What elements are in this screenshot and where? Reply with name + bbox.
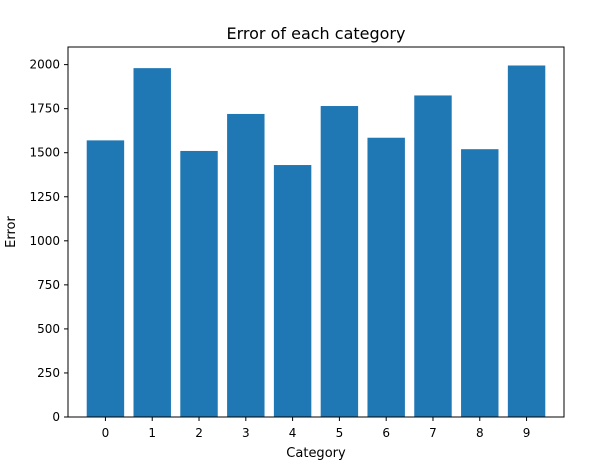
x-tick-label-0: 0: [102, 426, 110, 440]
y-ticks-group: 0 250 500 750 1000 1250 1500 1750 2000: [29, 58, 68, 424]
x-tick-label-8: 8: [476, 426, 484, 440]
bar-1: [133, 68, 171, 418]
bar-5: [320, 106, 359, 418]
x-tick-label-2: 2: [195, 426, 203, 440]
x-tick-label-6: 6: [382, 426, 390, 440]
bars-group: [86, 65, 546, 418]
bar-7: [414, 95, 452, 417]
bar-9: [507, 65, 546, 417]
x-ticks-group: 0 1 2 3 4 5 6 7 8 9: [102, 417, 531, 440]
x-tick-label-7: 7: [429, 426, 437, 440]
bar-8: [461, 149, 499, 417]
bar-4: [273, 165, 312, 417]
x-axis-label: Category: [286, 446, 346, 461]
bar-6: [367, 137, 405, 417]
plot-frame: [67, 46, 565, 418]
x-tick-label-3: 3: [242, 426, 250, 440]
y-tick-label-2000: 2000: [29, 58, 60, 72]
y-tick-label-1500: 1500: [29, 146, 60, 160]
bar-3: [227, 113, 265, 417]
y-tick-label-500: 500: [37, 322, 60, 336]
x-tick-label-1: 1: [148, 426, 156, 440]
chart-title: Error of each category: [227, 24, 406, 43]
y-tick-label-750: 750: [37, 278, 60, 292]
y-tick-label-0: 0: [52, 410, 60, 424]
x-tick-label-9: 9: [523, 426, 531, 440]
bar-2: [180, 150, 218, 417]
x-tick-label-5: 5: [336, 426, 344, 440]
x-tick-label-4: 4: [289, 426, 297, 440]
y-axis-label: Error: [4, 216, 19, 248]
y-tick-label-1250: 1250: [29, 190, 60, 204]
y-tick-label-1750: 1750: [29, 102, 60, 116]
y-tick-label-250: 250: [37, 366, 60, 380]
y-tick-label-1000: 1000: [29, 234, 60, 248]
bar-0: [86, 140, 125, 417]
